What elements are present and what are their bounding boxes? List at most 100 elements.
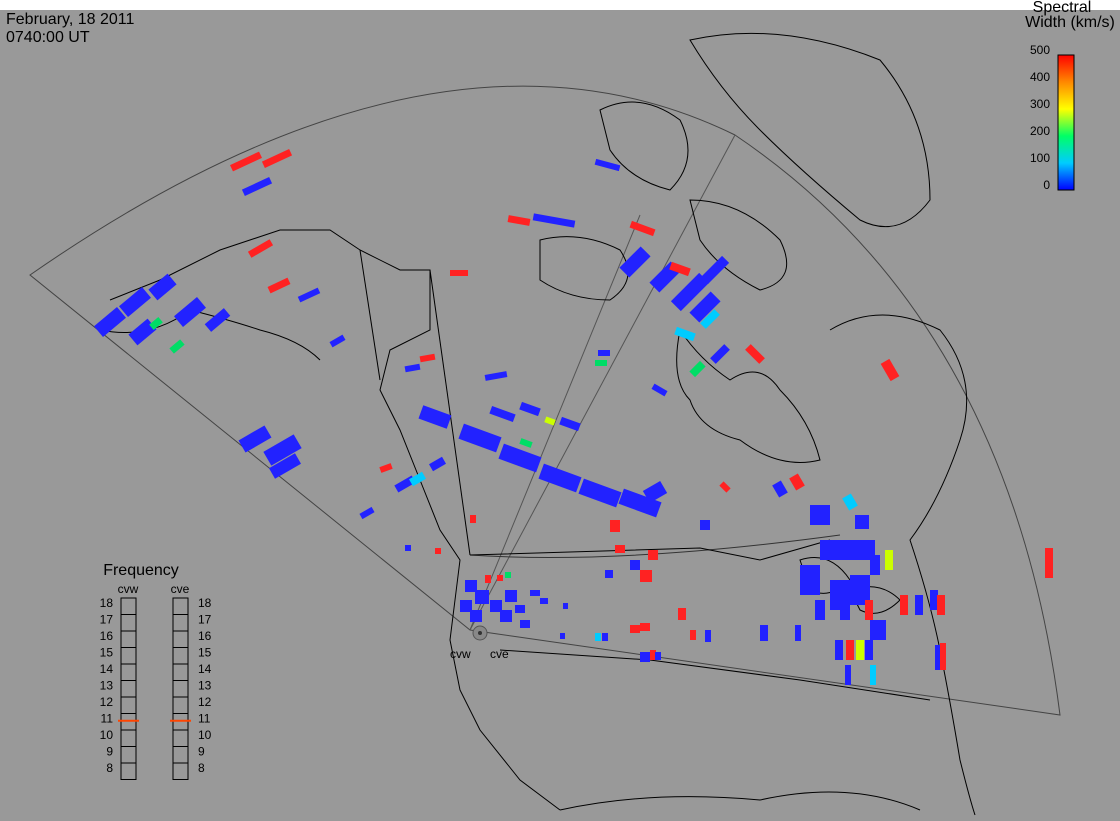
echo-cell <box>689 291 721 323</box>
freq-tick-left: 10 <box>100 728 114 742</box>
echo-cell <box>655 652 661 660</box>
echo-cell <box>261 148 293 169</box>
echo-cell <box>650 650 656 660</box>
freq-tick-right: 14 <box>198 662 212 676</box>
colorbar-title-2: Width (km/s) <box>1025 14 1115 31</box>
echo-cell <box>640 623 650 631</box>
echo-cell <box>640 570 652 582</box>
echo-cell <box>505 590 517 602</box>
freq-tick-left: 12 <box>100 695 114 709</box>
echo-cell <box>846 640 854 660</box>
echo-cell <box>870 555 880 575</box>
echo-cell <box>470 515 476 523</box>
colorbar-title-1: Spectral <box>1033 0 1092 16</box>
echo-cell <box>404 363 421 373</box>
echo-cell <box>651 383 668 397</box>
echo-cell <box>507 215 531 226</box>
echo-cell <box>850 575 870 605</box>
echo-cell <box>409 471 426 487</box>
echo-cell <box>498 443 542 473</box>
echo-cell <box>602 633 608 641</box>
echo-cell <box>379 463 393 473</box>
echo-cell <box>640 652 650 662</box>
echo-cell <box>630 560 640 570</box>
radar-label-cvw: cvw <box>450 647 471 661</box>
echo-cell <box>149 316 163 331</box>
echo-cell <box>419 353 436 363</box>
date-label: February, 18 2011 <box>6 11 134 28</box>
time-label: 0740:00 UT <box>6 29 90 46</box>
freq-tick-left: 13 <box>100 679 114 693</box>
frequency-legend: Frequency cvw cve 18 18 17 17 16 16 15 15 14 14 13… <box>100 562 212 780</box>
echo-cell <box>880 358 900 382</box>
echo-cell <box>515 605 525 613</box>
echo-cell <box>1045 548 1053 578</box>
echo-cell <box>865 600 873 620</box>
echo-cell <box>800 565 820 595</box>
echo-cell <box>835 640 843 660</box>
echo-cell <box>263 434 302 466</box>
echo-cell <box>267 277 291 294</box>
echo-cell <box>530 590 540 596</box>
map-background <box>0 10 1120 821</box>
echo-cell <box>594 158 621 172</box>
freq-tick-right: 9 <box>198 745 205 759</box>
frequency-title: Frequency <box>103 562 179 579</box>
freq-cve-cell <box>172 762 189 780</box>
echo-cell <box>937 595 945 615</box>
echo-cell <box>94 306 126 338</box>
beam-line-west <box>469 214 641 631</box>
freq-tick-right: 15 <box>198 646 212 660</box>
echo-cell <box>760 625 768 641</box>
echo-cell <box>700 255 730 285</box>
freq-tick-right: 18 <box>198 596 212 610</box>
echo-cell <box>820 540 850 560</box>
echo-cell <box>865 640 873 660</box>
freq-tick-right: 12 <box>198 695 212 709</box>
echo-cell <box>538 463 582 493</box>
echo-cell <box>560 633 565 639</box>
colorbar: Spectral Width (km/s) 500 400 300 200 10… <box>1025 0 1115 192</box>
freq-tick-left: 9 <box>106 745 113 759</box>
echo-cell <box>230 151 262 172</box>
echo-cell <box>559 416 581 432</box>
freq-tick-right: 11 <box>198 712 211 726</box>
echo-cell <box>700 520 710 530</box>
radar-site-dot <box>478 631 482 635</box>
freq-tick-left: 16 <box>100 629 114 643</box>
echo-cell <box>489 405 516 423</box>
echo-cell <box>669 261 691 277</box>
echo-cell <box>497 575 503 581</box>
colorbar-gradient <box>1057 54 1075 191</box>
echo-cell <box>519 438 533 448</box>
echo-cell <box>670 272 710 312</box>
echo-cell <box>840 600 850 620</box>
echo-cell <box>563 603 568 609</box>
colorbar-tick-0: 500 <box>1030 43 1050 57</box>
echo-cell <box>204 308 231 332</box>
freq-tick-right: 10 <box>198 728 212 742</box>
echo-cell <box>885 550 893 570</box>
echo-cell <box>850 540 875 560</box>
colorbar-tick-5: 0 <box>1043 178 1050 192</box>
frequency-cve-label: cve <box>171 582 190 596</box>
echo-cell <box>648 550 658 560</box>
freq-tick-left: 17 <box>100 613 114 627</box>
echo-cell <box>465 580 477 592</box>
echo-cell <box>418 405 452 429</box>
echo-cell <box>855 515 869 529</box>
freq-tick-left: 14 <box>100 662 114 676</box>
echo-cell <box>629 220 656 237</box>
echo-cell <box>470 610 482 622</box>
echo-cell <box>619 246 651 278</box>
echo-cell <box>689 360 706 378</box>
echo-cell <box>870 620 886 640</box>
echo-cell <box>745 344 765 364</box>
echo-cell <box>241 176 273 197</box>
echo-cell <box>405 545 411 551</box>
echo-cell <box>578 478 622 508</box>
echo-cell <box>128 318 157 346</box>
echo-cell <box>169 339 185 354</box>
freq-tick-right: 13 <box>198 679 212 693</box>
